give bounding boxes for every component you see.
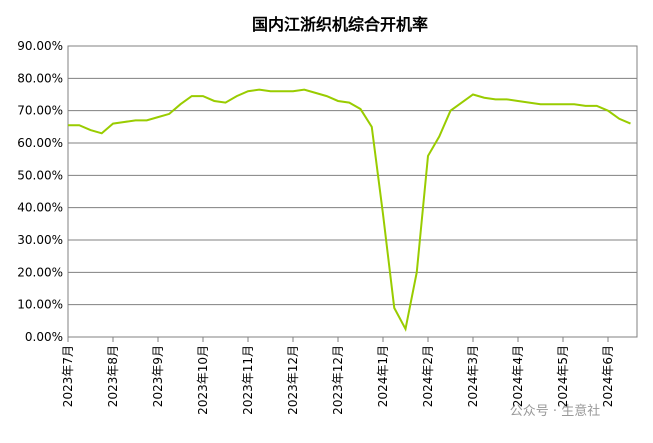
x-tick-label: 2024年1月 xyxy=(376,345,390,407)
x-tick-label: 2024年5月 xyxy=(556,345,570,407)
y-tick-label: 10.00% xyxy=(17,298,63,312)
x-tick-label: 2024年2月 xyxy=(421,345,435,407)
chart-title: 国内江浙织机综合开机率 xyxy=(252,15,428,34)
x-tick-label: 2023年7月 xyxy=(61,345,75,407)
y-tick-label: 80.00% xyxy=(17,71,63,85)
x-tick-label: 2023年11月 xyxy=(241,345,255,415)
x-tick-label: 2023年8月 xyxy=(106,345,120,407)
plot-area xyxy=(67,45,638,338)
x-tick-label: 2024年3月 xyxy=(466,345,480,407)
x-tick-label: 2024年6月 xyxy=(601,345,615,407)
y-tick-label: 50.00% xyxy=(17,168,63,182)
y-tick-label: 20.00% xyxy=(17,265,63,279)
y-tick-label: 30.00% xyxy=(17,233,63,247)
x-tick-label: 2023年12月 xyxy=(331,345,345,415)
y-tick-label: 40.00% xyxy=(17,201,63,215)
y-tick-label: 70.00% xyxy=(17,104,63,118)
watermark: 公众号 · 生意社 xyxy=(510,403,600,419)
y-tick-label: 0.00% xyxy=(25,330,63,344)
x-tick-label: 2024年4月 xyxy=(511,345,525,407)
x-tick-label: 2023年9月 xyxy=(151,345,165,407)
y-tick-label: 90.00% xyxy=(17,39,63,53)
x-tick-label: 2023年10月 xyxy=(196,345,210,415)
data-line xyxy=(68,88,631,332)
y-tick-label: 60.00% xyxy=(17,136,63,150)
x-tick-label: 2023年12月 xyxy=(286,345,300,415)
